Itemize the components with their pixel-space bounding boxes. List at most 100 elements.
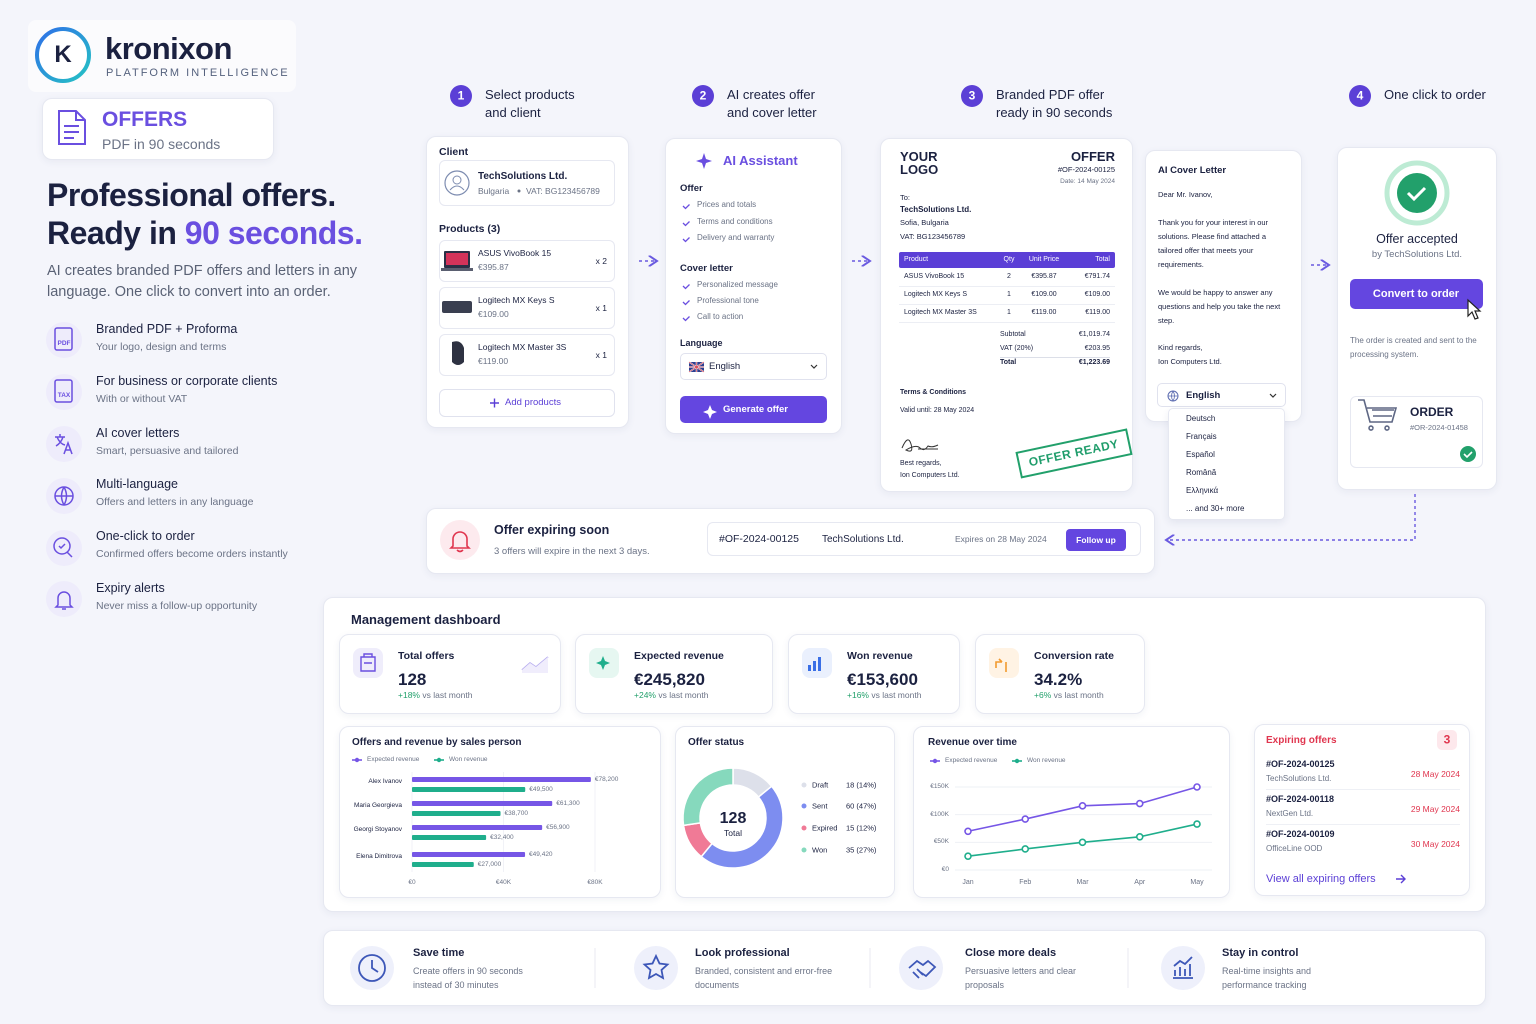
view-all-link[interactable]: View all expiring offers: [1266, 873, 1376, 885]
y-tick-label: €0: [941, 865, 949, 873]
x-tick-label: May: [1190, 879, 1204, 886]
legend-label: Expired: [812, 823, 838, 833]
language-option[interactable]: Español: [1186, 450, 1215, 459]
y-tick-label: Alex Ivanov: [368, 777, 402, 785]
order-status: Offer accepted: [1376, 232, 1458, 246]
icon-shape: [55, 434, 73, 455]
button-text[interactable]: Follow up: [1076, 535, 1116, 545]
x-tick-label: €0: [408, 879, 416, 886]
convert-button[interactable]: [1350, 279, 1483, 309]
table-header-cell: Unit Price: [1028, 256, 1060, 263]
kpi-change: +18%: [398, 690, 420, 700]
pdf-to-vat: VAT: BG123456789: [900, 232, 966, 241]
language-select[interactable]: [680, 353, 827, 380]
language-option[interactable]: Français: [1186, 432, 1217, 441]
feature-text: Offers and letters in any language: [96, 496, 254, 509]
kpi-change-line: +6% vs last month: [1034, 690, 1104, 701]
expiring-date: 29 May 2024: [1410, 804, 1460, 814]
total-label: VAT (20%): [1000, 345, 1034, 352]
icon-shape: [46, 322, 82, 617]
add-products-button[interactable]: [439, 389, 615, 417]
icon-shape: [46, 426, 82, 462]
feature-text: Your logo, design and terms: [96, 341, 227, 353]
expiring-panel: [1254, 724, 1470, 896]
language-option[interactable]: ... and 30+ more: [1186, 504, 1245, 513]
table-header-cell: Qty: [1003, 256, 1015, 263]
expiring-number: #OF-2024-00125: [1266, 759, 1335, 769]
icon-shape: [55, 486, 73, 506]
cover-letter-card: [1145, 150, 1302, 422]
feature-icon-text: TAX: [57, 391, 71, 399]
expiring-client: TechSolutions Ltd.: [1266, 774, 1332, 783]
check-item: Prices and totals: [697, 200, 757, 209]
language-value[interactable]: English: [709, 361, 741, 372]
table-row-line: [899, 304, 1115, 305]
table-header: [899, 252, 1115, 268]
icon-shape: [53, 327, 74, 610]
language-value[interactable]: English: [1186, 390, 1221, 401]
table-row-line: [899, 322, 1115, 323]
x-tick-label: Jan: [962, 879, 974, 886]
follow-up-button[interactable]: [1066, 529, 1126, 551]
table-cell: ASUS VivoBook 15: [904, 273, 965, 280]
button-text[interactable]: Add products: [505, 397, 561, 408]
client-country: Bulgaria: [478, 186, 510, 196]
logo-letter: K: [54, 41, 72, 68]
y-tick-label: €50K: [933, 838, 949, 846]
legend-label: Won: [812, 845, 828, 855]
product-row: [439, 287, 615, 329]
label: Products (3): [439, 223, 501, 235]
kpi-change-line: +24% vs last month: [634, 690, 708, 701]
letter-text: Kind regards,: [1158, 343, 1203, 352]
pie-value-label: 18 (14%): [846, 780, 877, 790]
feature-title: AI cover letters: [96, 425, 180, 440]
language-option[interactable]: Română: [1186, 468, 1217, 477]
legend-label: Expected revenue: [367, 755, 420, 763]
table-header-cell: Product: [904, 256, 929, 263]
benefit-title: Save time: [413, 947, 465, 959]
ai-card: [665, 138, 842, 434]
product-price: €395.87: [478, 262, 509, 272]
product-qty: x 1: [595, 350, 607, 360]
client-name: TechSolutions Ltd.: [478, 171, 568, 182]
button-text[interactable]: Generate offer: [723, 404, 788, 415]
language-option[interactable]: Deutsch: [1186, 414, 1216, 423]
pdf-card: [880, 138, 1133, 492]
expiring-date: 30 May 2024: [1410, 839, 1460, 849]
alert-expires: Expires on 28 May 2024: [955, 534, 1047, 544]
y-tick-label: Maria Georgieva: [353, 801, 402, 809]
chart-panel: [675, 726, 895, 898]
letter-text: Ion Computers Ltd.: [1158, 357, 1222, 366]
product-price: €119.00: [478, 356, 509, 366]
benefit-title: Close more deals: [965, 947, 1057, 959]
check-item: Delivery and warranty: [697, 233, 775, 242]
table-cell: €791.74: [1084, 273, 1110, 280]
bar-value-label: €56,900: [546, 823, 570, 831]
feature-title: Expiry alerts: [96, 581, 165, 595]
table-cell: Logitech MX Master 3S: [904, 309, 977, 316]
chart-panel: [339, 726, 661, 898]
icon-shape: [53, 537, 71, 555]
x-tick-label: €80K: [587, 879, 603, 886]
pdf-company: Ion Computers Ltd.: [900, 472, 960, 479]
check-item: Professional tone: [697, 296, 759, 305]
benefit-text: Create offers in 90 seconds instead of 3…: [413, 966, 523, 990]
alert-offer: [707, 522, 1141, 556]
pdf-terms: Terms & Conditions: [900, 389, 966, 396]
button-text[interactable]: Convert to order: [1372, 288, 1460, 300]
expiring-number: #OF-2024-00118: [1266, 794, 1335, 804]
table-cell: €119.00: [1031, 309, 1057, 316]
language-select[interactable]: [1157, 383, 1286, 407]
product-name: Logitech MX Master 3S: [478, 342, 567, 352]
kpi-value: 128: [398, 670, 427, 689]
hero-prefix: Ready in: [47, 215, 177, 251]
pdf-date: Date: 14 May 2024: [1060, 178, 1115, 185]
kpi-change-text: vs last month: [1053, 690, 1104, 700]
language-option[interactable]: Ελληνικά: [1186, 486, 1219, 495]
benefit-text: Branded, consistent and error-free docum…: [695, 966, 833, 990]
expiring-client: NextGen Ltd.: [1266, 809, 1314, 818]
total-label: Total: [1000, 359, 1017, 366]
table-cell: 1: [1007, 291, 1011, 298]
bar-value-label: €78,200: [594, 775, 619, 783]
x-tick-label: Apr: [1134, 879, 1146, 886]
